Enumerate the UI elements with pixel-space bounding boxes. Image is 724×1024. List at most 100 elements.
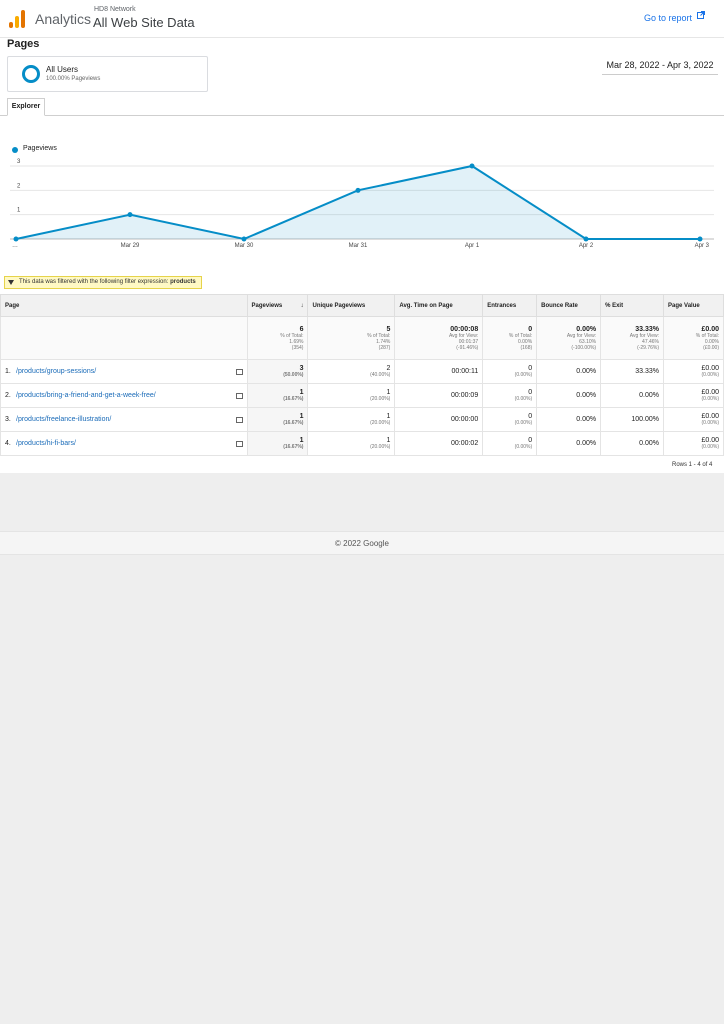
unique-pct: (20.00%) [370,444,391,450]
exit-cell: 33.33% [600,359,665,384]
exit-cell: 0.00% [600,431,665,456]
page-title: Pages [7,38,40,50]
total-exit-label: Avg for View: [629,332,660,339]
open-page-icon[interactable] [235,369,243,375]
page-cell: 4. /products/hi-fi-bars/ [0,431,248,456]
analytics-logo-icon[interactable] [9,10,25,28]
sort-down-icon[interactable]: ↓ [300,302,304,309]
total-value-value: £0.00 [701,325,719,333]
pageviews-cell: 1 (16.67%) [246,431,309,456]
x-tick-label: Mar 29 [121,243,140,249]
total-pageviews-pct: 1.69% [289,338,304,345]
col-pageviews-label: Pageviews [251,302,283,309]
pageviews-value: 1 [299,389,304,396]
total-value: £0.00 % of Total: 0.00% (£0.00) [663,316,724,360]
tabs-divider [0,115,724,116]
col-avg-time[interactable]: Avg. Time on Page [394,294,484,317]
total-pageviews: 6 % of Total: 1.69% (354) [246,316,309,360]
total-unique-pct: 1.74% [376,338,391,345]
entrances-pct: (0.00%) [514,444,533,450]
open-page-icon[interactable] [235,441,243,447]
property-name[interactable]: All Web Site Data [93,15,195,30]
open-page-icon[interactable] [235,393,243,399]
total-entrances-value: 0 [528,325,533,333]
logo-bar-short [9,22,13,28]
external-link-icon[interactable] [697,11,705,19]
entrances-cell: 0 (0.00%) [482,431,538,456]
total-bounce-label: Avg for View: [566,332,597,339]
table-row: 2. /products/bring-a-friend-and-get-a-wee… [0,383,724,408]
col-entrances[interactable]: Entrances [482,294,538,317]
entrances-value: 0 [528,389,533,396]
col-page-value[interactable]: Page Value [663,294,724,317]
open-page-icon[interactable] [235,417,243,423]
filter-notice: This data was filtered with the followin… [4,276,202,289]
x-tick-label: Mar 30 [235,243,254,249]
y-tick-label: 2 [17,183,21,189]
page-link[interactable]: /products/hi-fi-bars/ [16,440,76,447]
total-exit-view: 47.46% [642,338,660,345]
total-bounce-view: 63.10% [579,338,597,345]
value-cell: £0.00 (0.00%) [663,431,724,456]
bounce-cell: 0.00% [536,383,602,408]
page-cell: 1. /products/group-sessions/ [0,359,248,384]
unique-value: 1 [386,437,391,444]
total-avg-time: 00:00:08 Avg for View: 00:01:37 (-91.46%… [394,316,484,360]
pageviews-value: 3 [299,365,304,372]
page-link[interactable]: /products/freelance-illustration/ [16,416,112,423]
col-page[interactable]: Page [0,294,248,317]
pages-table: Page Pageviews ↓ Unique Pageviews Avg. Ti… [0,294,724,456]
unique-pct: (20.00%) [370,420,391,426]
col-bounce-rate[interactable]: Bounce Rate [536,294,602,317]
pageviews-value: 1 [299,437,304,444]
exit-cell: 0.00% [600,383,665,408]
total-unique-value: 5 [386,325,391,333]
tab-explorer[interactable]: Explorer [7,98,45,116]
data-point [355,187,361,193]
entrances-cell: 0 (0.00%) [482,407,538,432]
logo-bar-mid [15,16,19,28]
top-header: Analytics HD8 Network All Web Site Data … [0,0,724,38]
bounce-cell: 0.00% [536,431,602,456]
unique-cell: 1 (20.00%) [307,407,396,432]
unique-pct: (20.00%) [370,396,391,402]
value-value: £0.00 [701,413,719,420]
total-avg-time-value: 00:00:08 [450,325,479,333]
legend-label: Pageviews [23,145,57,152]
series-area [16,166,700,239]
y-tick-label: 1 [17,208,21,214]
total-unique: 5 % of Total: 1.74% (287) [307,316,396,360]
value-value: £0.00 [701,437,719,444]
segment-subtitle: 100.00% Pageviews [46,76,101,82]
x-tick-label: Apr 1 [465,243,480,249]
segment-card[interactable]: All Users 100.00% Pageviews [7,56,208,92]
total-entrances-base: (168) [520,344,533,351]
total-entrances-label: % of Total: [508,332,533,339]
value-cell: £0.00 (0.00%) [663,407,724,432]
entrances-pct: (0.00%) [514,420,533,426]
col-pageviews[interactable]: Pageviews ↓ [246,294,309,317]
pageviews-pct: (16.67%) [283,444,304,450]
value-pct: (0.00%) [701,420,719,426]
date-range-picker[interactable]: Mar 28, 2022 - Apr 3, 2022 [602,56,718,75]
page-link[interactable]: /products/bring-a-friend-and-get-a-week-… [16,392,156,399]
pageviews-chart: 1 2 3 … Mar 29 Mar 30 Mar 31 Apr 1 Apr 2 Apr 3 [10,159,714,249]
go-to-report-link[interactable]: Go to report [644,13,693,23]
avg-time-cell: 00:00:00 [394,407,484,432]
filter-icon [8,280,14,285]
row-index: 4. [5,440,11,447]
row-index: 2. [5,392,11,399]
report-area: Pages All Users 100.00% Pageviews Mar 28… [0,38,724,473]
col-exit[interactable]: % Exit [600,294,665,317]
y-tick-label: 3 [17,159,21,165]
entrances-pct: (0.00%) [514,372,533,378]
avg-time-cell: 00:00:11 [394,359,484,384]
page-link[interactable]: /products/group-sessions/ [16,368,97,375]
total-pageviews-value: 6 [299,325,304,333]
avg-time-cell: 00:00:09 [394,383,484,408]
total-exit: 33.33% Avg for View: 47.46% (-29.76%) [600,316,665,360]
data-point [127,212,133,218]
page-cell: 2. /products/bring-a-friend-and-get-a-wee… [0,383,248,408]
col-unique-pageviews[interactable]: Unique Pageviews [307,294,396,317]
total-value-pct: 0.00% [704,338,719,345]
